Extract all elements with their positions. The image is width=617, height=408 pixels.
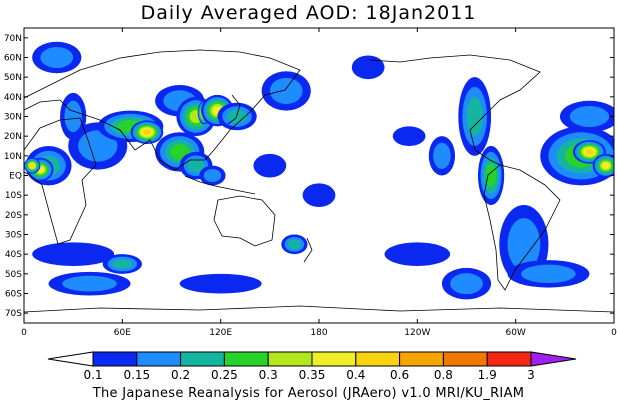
lat-label: 70S: [5, 309, 22, 319]
colorbar-swatch: [223, 351, 269, 367]
lat-label: 40S: [5, 250, 22, 260]
colorbar-swatch: [311, 351, 357, 367]
lat-label: 50S: [5, 270, 22, 280]
aod-blob: [203, 168, 222, 183]
colorbar-swatch: [399, 351, 444, 367]
lat-label: 20N: [4, 132, 22, 142]
aod-blob: [433, 142, 451, 169]
aod-blob: [253, 153, 287, 178]
lat-label: 60N: [4, 54, 22, 64]
lon-label: 60E: [114, 328, 131, 338]
aod-blob: [351, 55, 385, 80]
aod-blob: [602, 162, 610, 170]
colorbar-label: 0.35: [299, 368, 326, 382]
colorbar-label: 0.15: [123, 368, 150, 382]
coastline-africa: [24, 117, 97, 245]
aod-blob: [112, 259, 133, 269]
colorbar-arrow-low: [47, 351, 94, 367]
coastline-eurasia: [24, 49, 301, 171]
latitude-axis: 70N 60N 50N 40N 30N 20N 10N EQ 10S 20S 30S 40S 50S 60…: [4, 34, 614, 319]
coastline-australia: [213, 195, 276, 247]
aod-blob: [142, 129, 152, 136]
colorbar-swatch: [355, 351, 401, 367]
colorbar-label: 0.4: [346, 368, 365, 382]
aod-blob: [450, 273, 483, 295]
aod-blob: [569, 106, 610, 127]
aod-blob: [30, 163, 35, 168]
lat-label: 30N: [4, 113, 22, 123]
aod-blob: [40, 47, 74, 68]
colorbar-swatch: [136, 351, 182, 367]
coastline-new-zealand: [303, 237, 313, 263]
aod-blob: [64, 100, 82, 133]
colorbar-label: 3: [527, 368, 535, 382]
aod-blob: [169, 144, 190, 160]
aod-blob: [32, 242, 115, 266]
aod-blob: [507, 218, 541, 271]
aod-blob: [269, 77, 303, 105]
coastlines: [24, 49, 614, 313]
lon-label: 180: [310, 328, 327, 338]
aod-blob: [392, 126, 426, 146]
aod-blob: [384, 242, 451, 266]
lat-label: 30S: [5, 231, 22, 241]
colorbar-swatch: [486, 351, 532, 367]
aod-blob: [62, 275, 117, 292]
lon-label: 0: [611, 328, 617, 338]
colorbar-label: 1.9: [478, 368, 497, 382]
colorbar: 0.1 0.15 0.2 0.25 0.3 0.35 0.4 0.6 0.8 1.9 3: [47, 351, 577, 382]
aod-blob: [179, 273, 262, 294]
colorbar-label: 0.2: [171, 368, 190, 382]
coastline-japan: [227, 94, 241, 125]
aod-field: [24, 41, 614, 300]
longitude-axis: 0 60E 120E 180 120W 60W 0: [21, 28, 617, 338]
lon-label: 120W: [404, 328, 430, 338]
aod-blob: [585, 148, 594, 155]
colorbar-swatch: [92, 351, 138, 367]
footer-credit: The Japanese Reanalysis for Aerosol (JRA…: [92, 386, 525, 401]
coastline-south-america: [483, 164, 561, 291]
coastline-indonesia: [184, 175, 256, 195]
map-title: Daily Averaged AOD: 18Jan2011: [140, 2, 477, 24]
lon-label: 0: [21, 328, 27, 338]
lat-label: 10S: [5, 191, 22, 201]
lon-label: 120E: [209, 328, 232, 338]
lon-label: 60W: [505, 328, 525, 338]
colorbar-label: 0.1: [83, 368, 102, 382]
colorbar-label: 0.8: [434, 368, 453, 382]
aod-blob: [466, 96, 483, 137]
lat-label: 70N: [4, 34, 22, 44]
colorbar-swatch: [442, 351, 488, 367]
aod-blob: [78, 130, 118, 162]
aod-blob: [485, 163, 497, 188]
colorbar-label: 0.6: [390, 368, 409, 382]
aod-blob: [227, 109, 247, 124]
lat-label: 50N: [4, 73, 22, 83]
aod-blob: [521, 264, 576, 284]
lat-label: 40N: [4, 93, 22, 103]
aod-blob: [187, 158, 205, 173]
colorbar-arrow-high: [530, 351, 577, 367]
coastline-antarctica: [24, 305, 614, 313]
colorbar-swatch: [180, 351, 225, 367]
lat-label: 60S: [5, 290, 22, 300]
colorbar-label: 0.3: [259, 368, 278, 382]
lat-label: 20S: [5, 211, 22, 221]
colorbar-swatch: [267, 351, 313, 367]
lat-label: EQ: [9, 172, 22, 182]
aod-blob: [287, 239, 301, 250]
lat-label: 10N: [4, 152, 22, 162]
aod-blob: [302, 183, 336, 207]
colorbar-label: 0.25: [211, 368, 238, 382]
coastline-north-america: [369, 54, 541, 166]
